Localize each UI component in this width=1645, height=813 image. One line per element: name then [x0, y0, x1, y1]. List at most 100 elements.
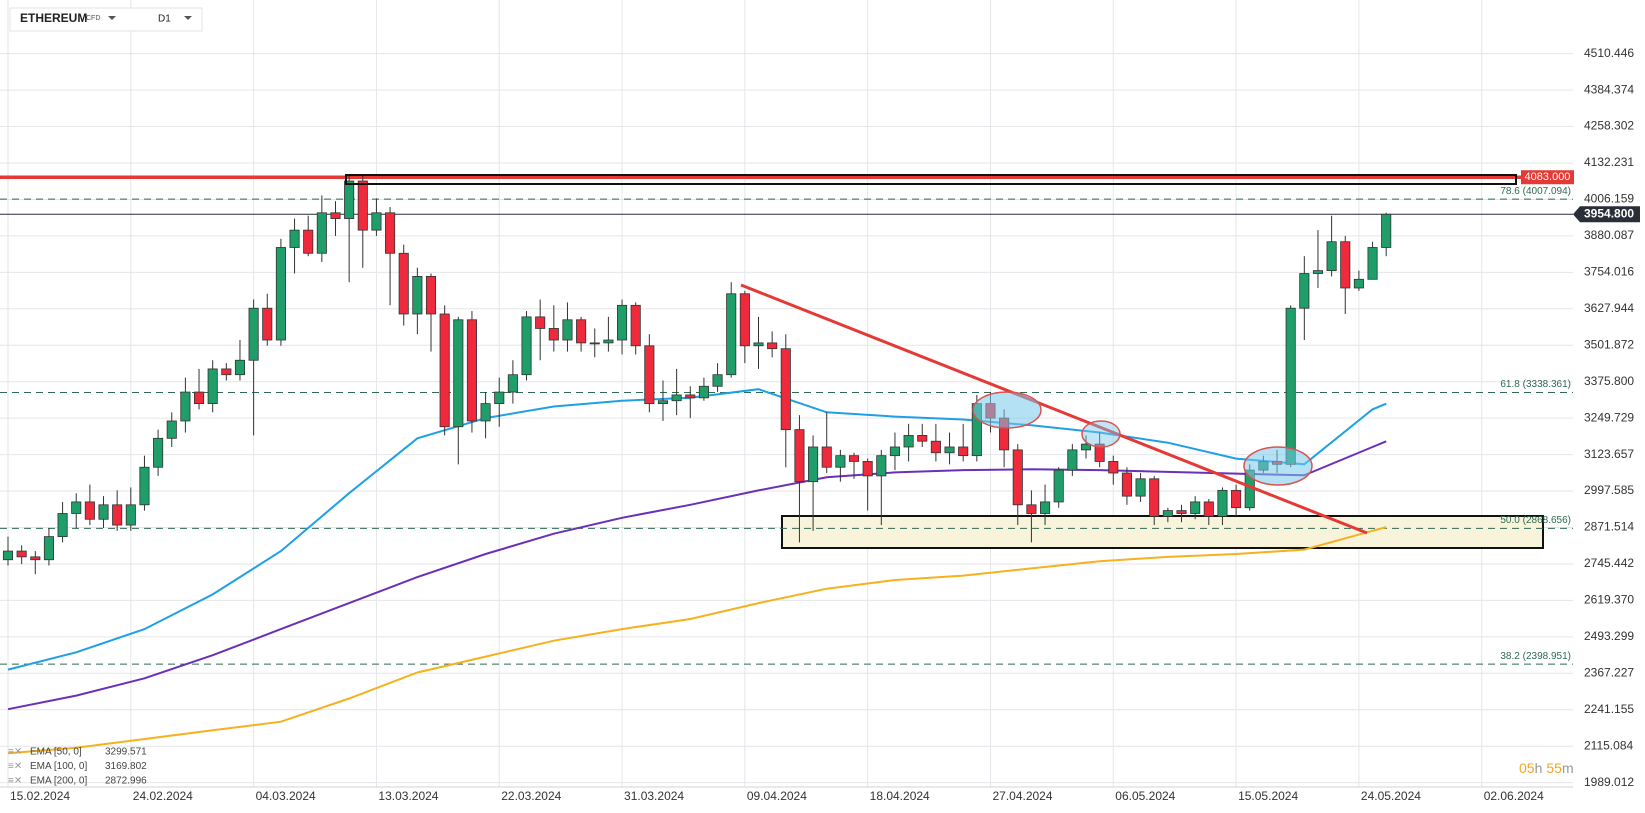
instrument-selector[interactable]: ETHEREUM CFD D1: [9, 7, 203, 32]
candle-body: [1094, 443, 1105, 462]
candle-body: [958, 446, 969, 457]
candle-body: [262, 307, 273, 341]
candle-body: [371, 212, 382, 231]
x-tick-label: 22.03.2024: [501, 789, 561, 803]
candle-body: [780, 348, 791, 431]
candle-body: [153, 437, 164, 468]
candle-body: [480, 403, 491, 422]
candle-body: [316, 212, 327, 254]
candle-body: [726, 293, 737, 376]
candle-body: [617, 304, 628, 341]
candle-body: [685, 394, 696, 399]
legend-name: EMA [50, 0]: [30, 747, 82, 758]
price-tag-label: 4083.000: [1525, 171, 1571, 183]
y-tick-label: 4006.159: [1584, 192, 1634, 206]
candle-body: [275, 247, 286, 341]
candle-body: [1367, 247, 1378, 280]
candle-body: [425, 276, 437, 315]
x-tick-label: 04.03.2024: [256, 789, 316, 803]
candle-body: [1040, 501, 1051, 514]
candle-body: [125, 504, 136, 526]
y-tick-label: 2241.155: [1584, 702, 1634, 716]
candle-body: [848, 455, 860, 462]
candle-body: [930, 440, 941, 454]
candle-body: [357, 180, 368, 231]
y-tick-label: 2871.514: [1584, 520, 1634, 534]
candle-body: [98, 504, 109, 520]
y-tick-label: 4510.446: [1584, 46, 1634, 60]
highlight-ellipse: [1081, 420, 1121, 448]
support-zone: [781, 515, 1544, 549]
candle-body: [794, 429, 805, 483]
candle-body: [193, 391, 205, 405]
candle-body: [16, 550, 27, 558]
price-tag: [1521, 170, 1574, 185]
candle-body: [753, 342, 764, 347]
x-tick-label: 02.06.2024: [1484, 789, 1544, 803]
selector-box: [9, 7, 203, 32]
y-tick-label: 4258.302: [1584, 119, 1634, 133]
candle-body: [221, 368, 232, 376]
candle-body: [903, 435, 914, 448]
candle-body: [1149, 478, 1160, 517]
candle-body: [1203, 501, 1214, 517]
candle-body: [1176, 510, 1187, 514]
x-tick-label: 24.05.2024: [1361, 789, 1421, 803]
candle-body: [207, 368, 218, 405]
timer-unit: m: [1562, 760, 1574, 776]
candle-body: [412, 276, 423, 315]
x-tick-label: 27.04.2024: [992, 789, 1052, 803]
candle-body: [84, 501, 95, 520]
timer-hours: 05: [1519, 760, 1535, 776]
legend-name: EMA [200, 0]: [30, 776, 87, 787]
candle-body: [739, 293, 750, 347]
y-tick-label: 2745.442: [1584, 556, 1634, 570]
x-tick-label: 09.04.2024: [747, 789, 807, 803]
instrument-type: CFD: [86, 15, 100, 22]
candle-body: [1067, 449, 1078, 471]
y-tick-label: 3375.800: [1584, 374, 1634, 388]
candle-body: [698, 385, 709, 399]
candle-body: [1135, 478, 1146, 497]
candle-body: [603, 339, 614, 344]
timeframe[interactable]: D1: [158, 14, 171, 25]
trend-line: [740, 283, 1368, 535]
candle-body: [385, 212, 396, 254]
ema-line: [7, 388, 1387, 671]
candle-body: [507, 374, 518, 393]
candle-body: [808, 446, 819, 483]
candle-body: [576, 319, 587, 344]
candle-body: [1217, 489, 1228, 517]
legend-name: EMA [100, 0]: [30, 761, 87, 772]
dropdown-arrow[interactable]: [108, 16, 116, 20]
dropdown-arrow[interactable]: [184, 16, 192, 20]
candle-body: [1026, 504, 1037, 514]
y-tick-label: 2115.084: [1584, 738, 1633, 752]
legend-icon: ≡✕: [8, 747, 22, 758]
candle-body: [234, 359, 246, 376]
candle-body: [1108, 461, 1119, 474]
candle-body: [1312, 270, 1324, 274]
y-tick-label: 3501.872: [1584, 337, 1634, 351]
x-tick-label: 15.02.2024: [10, 789, 70, 803]
candle-body: [1340, 241, 1351, 289]
candle-body: [712, 374, 723, 387]
candle-body: [835, 455, 846, 468]
candle-body: [1326, 241, 1337, 272]
candle-body: [1053, 469, 1064, 503]
fib-label: 61.8 (3338.361): [1500, 379, 1571, 390]
candle-body: [71, 501, 82, 514]
y-tick-label: 2619.370: [1584, 593, 1634, 607]
x-tick-label: 15.05.2024: [1238, 789, 1298, 803]
candle-body: [767, 342, 778, 350]
candle-body: [671, 394, 682, 402]
candle-body: [289, 229, 300, 248]
candle-body: [535, 316, 546, 329]
x-tick-label: 24.02.2024: [133, 789, 193, 803]
candle-body: [1190, 501, 1201, 514]
candle-body: [303, 229, 314, 254]
candle-body: [466, 319, 477, 422]
candle-body: [657, 400, 669, 405]
